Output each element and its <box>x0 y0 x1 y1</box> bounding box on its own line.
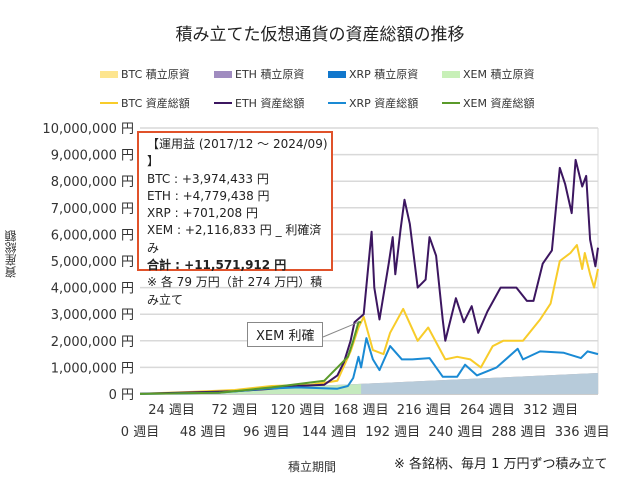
legend-item: XRP 積立原資 <box>328 66 418 82</box>
xem-annotation: XEM 利確 <box>247 322 324 347</box>
y-axis-label: 資産総額 <box>4 230 18 278</box>
principal-area <box>140 384 362 394</box>
series-line-eth <box>139 158 599 395</box>
x-tick-label: 336 週目 <box>555 425 610 440</box>
info-xem: XEM : +2,116,833 円 _ 利確済み <box>147 223 322 255</box>
legend-swatch <box>442 102 460 104</box>
legend-item: ETH 資産総額 <box>214 95 304 111</box>
legend-label: XRP 資産総額 <box>349 97 419 110</box>
legend-swatch <box>100 70 118 78</box>
legend-label: XRP 積立原資 <box>349 68 419 81</box>
legend-swatch <box>442 70 460 78</box>
legend-item: BTC 積立原資 <box>100 66 190 82</box>
y-tick-label: 7,000,000 円 <box>51 202 134 217</box>
y-tick-label: 10,000,000 円 <box>42 122 134 137</box>
x-tick-label: 312 週目 <box>523 403 578 418</box>
info-xrp: XRP : +701,208 円 <box>147 206 258 221</box>
y-tick-label: 4,000,000 円 <box>51 282 134 297</box>
chart-title: 積み立てた仮想通貨の資産総額の推移 <box>175 25 465 45</box>
y-tick-label: 5,000,000 円 <box>51 255 134 270</box>
x-tick-label: 96 週目 <box>243 425 290 440</box>
principal-area <box>140 372 598 394</box>
x-axis-label: 積立期間 <box>288 460 337 474</box>
footnote: ※ 各銘柄、毎月 1 万円ずつ積み立て <box>394 457 608 472</box>
legend-swatch <box>328 70 346 78</box>
info-eth: ETH : +4,779,438 円 <box>147 188 270 203</box>
legend-label: XEM 積立原資 <box>463 68 535 81</box>
legend-item: BTC 資産総額 <box>100 95 190 111</box>
x-tick-label: 192 週目 <box>365 425 420 440</box>
x-tick-label: 72 週目 <box>211 403 258 418</box>
legend-swatch <box>100 102 118 104</box>
x-tick-label: 288 週目 <box>492 425 547 440</box>
legend-item: XEM 資産総額 <box>442 95 534 111</box>
legend-label: XEM 資産総額 <box>463 97 535 110</box>
y-tick-label: 0 円 <box>109 388 134 403</box>
x-tick-label: 216 週目 <box>397 403 452 418</box>
legend-label: BTC 積立原資 <box>121 68 190 81</box>
info-header: 【運用益 (2017/12 ～ 2024/09) 】 <box>147 137 328 169</box>
series-line-xem <box>139 321 362 395</box>
x-tick-label: 0 週目 <box>121 425 159 440</box>
x-tick-label: 24 週目 <box>148 403 195 418</box>
y-tick-label: 1,000,000 円 <box>51 361 134 376</box>
info-btc: BTC : +3,974,433 円 <box>147 171 269 186</box>
y-tick-label: 6,000,000 円 <box>51 228 134 243</box>
legend-item: ETH 積立原資 <box>214 66 304 82</box>
legend-item: XEM 積立原資 <box>442 66 534 82</box>
series-line-btc <box>139 244 599 395</box>
legend-swatch <box>214 102 232 104</box>
info-total: 合計 : +11,571,912 円 <box>147 258 287 273</box>
legend-item: XRP 資産総額 <box>328 95 418 111</box>
legend-swatch <box>328 102 346 104</box>
y-tick-label: 3,000,000 円 <box>51 308 134 323</box>
y-tick-label: 2,000,000 円 <box>51 335 134 350</box>
y-tick-label: 9,000,000 円 <box>51 149 134 164</box>
series-line-xrp <box>139 337 599 395</box>
y-tick-label: 8,000,000 円 <box>51 175 134 190</box>
legend-label: ETH 積立原資 <box>235 68 305 81</box>
x-tick-label: 168 週目 <box>334 403 389 418</box>
x-tick-label: 264 週目 <box>460 403 515 418</box>
x-tick-label: 48 週目 <box>180 425 227 440</box>
x-tick-label: 144 週目 <box>302 425 357 440</box>
info-note: ※ 各 79 万円（計 274 万円）積み立て <box>147 275 323 307</box>
legend-label: ETH 資産総額 <box>235 97 305 110</box>
annotation-leader <box>322 321 359 338</box>
x-tick-label: 120 週目 <box>270 403 325 418</box>
x-tick-label: 240 週目 <box>428 425 483 440</box>
legend-swatch <box>214 70 232 78</box>
profit-info-box: 【運用益 (2017/12 ～ 2024/09) 】 BTC : +3,974,… <box>137 131 333 307</box>
legend-label: BTC 資産総額 <box>121 97 190 110</box>
